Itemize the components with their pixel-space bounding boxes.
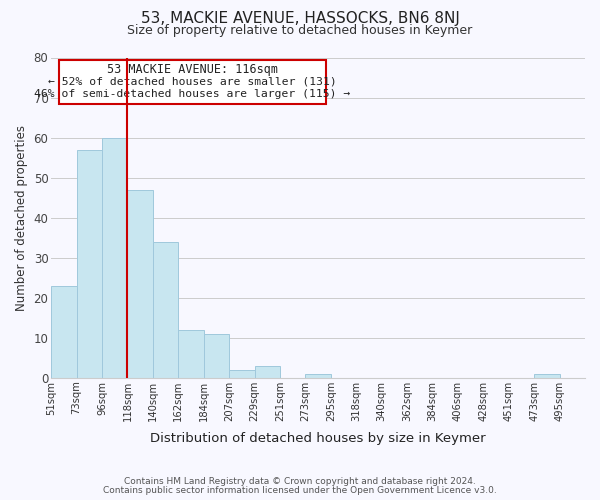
Bar xyxy=(153,242,178,378)
Bar xyxy=(77,150,102,378)
Bar xyxy=(534,374,560,378)
Bar xyxy=(51,286,77,378)
Y-axis label: Number of detached properties: Number of detached properties xyxy=(15,124,28,310)
Bar xyxy=(127,190,153,378)
Text: ← 52% of detached houses are smaller (131): ← 52% of detached houses are smaller (13… xyxy=(48,76,337,86)
X-axis label: Distribution of detached houses by size in Keymer: Distribution of detached houses by size … xyxy=(150,432,486,445)
Bar xyxy=(178,330,204,378)
Text: Contains public sector information licensed under the Open Government Licence v3: Contains public sector information licen… xyxy=(103,486,497,495)
Bar xyxy=(305,374,331,378)
Text: 46% of semi-detached houses are larger (115) →: 46% of semi-detached houses are larger (… xyxy=(34,89,350,99)
Text: 53, MACKIE AVENUE, HASSOCKS, BN6 8NJ: 53, MACKIE AVENUE, HASSOCKS, BN6 8NJ xyxy=(140,11,460,26)
Bar xyxy=(102,138,127,378)
Bar xyxy=(229,370,254,378)
Bar xyxy=(204,334,229,378)
Text: 53 MACKIE AVENUE: 116sqm: 53 MACKIE AVENUE: 116sqm xyxy=(107,62,278,76)
Text: Size of property relative to detached houses in Keymer: Size of property relative to detached ho… xyxy=(127,24,473,37)
FancyBboxPatch shape xyxy=(59,60,326,104)
Text: Contains HM Land Registry data © Crown copyright and database right 2024.: Contains HM Land Registry data © Crown c… xyxy=(124,477,476,486)
Bar xyxy=(254,366,280,378)
